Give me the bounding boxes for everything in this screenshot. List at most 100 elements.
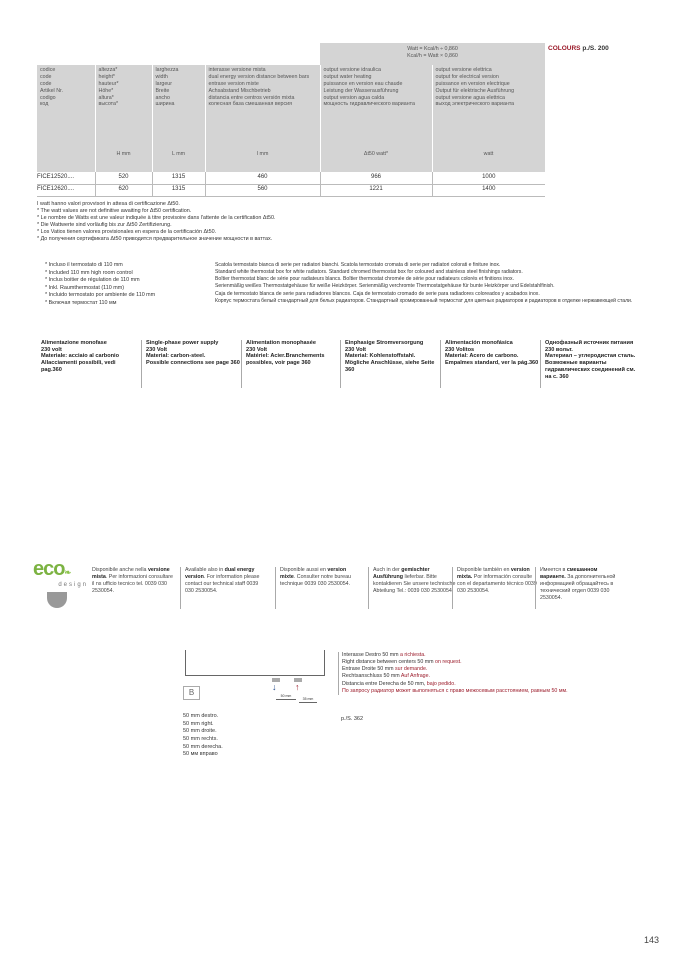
line-highlight: a richiesta. <box>400 652 426 658</box>
page-reference[interactable]: p./S. 362 <box>341 716 364 722</box>
right-distance-line: Right distance between centers 50 mm on … <box>342 659 568 666</box>
arrow-up-icon: ↑ <box>295 682 300 692</box>
right-distance-line: Interasse Destro 50 mm a richiesta. <box>342 652 568 659</box>
eco-logo-subtext: design <box>58 582 88 588</box>
power-supply-line: Matériel: Acier.Branchements possibles, … <box>246 353 325 367</box>
note-text: Por información consulte con el departam… <box>457 573 537 594</box>
footnote: I watt hanno valori provvisori in attesa… <box>37 201 180 207</box>
table-cell: 620 <box>95 184 153 197</box>
header-line: код <box>40 101 49 108</box>
thermostat-box-notes: Scatola termostato bianca di serie per r… <box>215 262 632 305</box>
dual-energy-note: Disponible aussi en version mixte. Consu… <box>275 567 363 609</box>
power-supply-line: Material: carbon-steel. <box>146 353 206 360</box>
right-50-note: 50 мм вправо <box>183 751 218 758</box>
note-bold: dual energy version <box>185 567 255 580</box>
header-line: altezza* <box>98 67 118 73</box>
header-line: output versione agua elettrica <box>435 94 506 101</box>
thermostat-included: * Incluso il termostato di 110 mm * Inclu… <box>45 262 155 307</box>
header-unit: Δt50 watt* <box>363 151 389 158</box>
right-distance-line: Distancia entre Derecha de 50 mm, bajo p… <box>342 681 568 688</box>
line-highlight: По запросу радиатор может выполняться с … <box>342 687 568 694</box>
power-supply-line: Alimentazione monofase <box>41 340 107 346</box>
header-line: output versione idraulica <box>323 67 381 73</box>
header-line: output version agua calda <box>323 94 385 101</box>
valve-left <box>272 678 280 682</box>
colours-reference[interactable]: COLOURS p./S. 200 <box>548 45 609 53</box>
header-line: dual energy version distance between bar… <box>208 73 310 80</box>
valve-right <box>294 678 302 682</box>
header-line: Leistung der Wasserausführung <box>323 87 399 94</box>
header-unit: I mm <box>256 151 269 158</box>
note-text: Auch in der <box>373 567 402 573</box>
header-line: выход электрического варианта <box>435 101 515 108</box>
table-cell: 1221 <box>320 184 433 197</box>
table-cell: 520 <box>95 172 153 185</box>
thermostat-note: * Included 110 mm high room control <box>45 269 133 276</box>
right-50mm-notes: 50 mm destro. 50 mm right. 50 mm droite. 50… <box>183 713 223 759</box>
line-text: Right distance between centers 50 mm <box>342 659 436 666</box>
note-text: Disponible aussi en <box>280 567 328 573</box>
dual-energy-note: Имеется в смешанном варианте. За дополни… <box>535 567 623 609</box>
header-line: высота* <box>98 101 119 108</box>
note-text: . For information please contact our tec… <box>185 573 260 594</box>
power-supply-line: Material: Acero de carbono. <box>445 353 519 360</box>
power-supply-line: Материал – углеродистая сталь. <box>545 353 636 360</box>
note-bold: versione mista <box>92 567 170 580</box>
thermostat-box-note: Caja de termostato blanca de serie para … <box>215 290 540 297</box>
table-cell: 1400 <box>432 184 545 197</box>
header-line: output for electrical version <box>435 73 499 80</box>
thermostat-box-note: Standard white thermostat box for white … <box>215 269 523 276</box>
right-distance-line: Entraxe Droite 50 mm sur demande. <box>342 666 568 673</box>
column-header: codice code code Artikel Nr. codigo код <box>37 65 96 172</box>
header-line: колесная база смешанная версия <box>208 101 292 108</box>
column-header: output versione idraulica output water he… <box>320 65 433 172</box>
power-supply-line: Einphasige Stromversorgung <box>345 340 424 346</box>
header-line: Breite <box>155 87 170 94</box>
header-unit: H mm <box>116 151 131 158</box>
column-header: larghezza width largeur Breite ancho ширина L … <box>152 65 206 172</box>
power-supply-line: Mögliche Anschlüsse, siehe Seite 360 <box>345 360 435 373</box>
power-supply-line: 230 Volt <box>146 346 168 353</box>
header-line: Output für elektrische Ausführung <box>435 87 515 94</box>
table-cell: 1315 <box>152 184 206 197</box>
header-line: largeur <box>155 80 173 87</box>
header-line: мощность гидравлического варианта <box>323 101 415 108</box>
table-cell: 1000 <box>432 172 545 185</box>
table-cell: FICE12620.... <box>37 184 96 197</box>
note-text: . Per informazioni consultare il ns uffi… <box>92 573 173 594</box>
line-text: Interasse Destro 50 mm <box>342 652 400 658</box>
power-supply-line: Materiale: acciaio al carbonio <box>41 353 120 360</box>
header-line: Achsabstand Mischbetrieb <box>208 87 271 94</box>
note-text: Имеется в <box>540 567 567 573</box>
power-supply-line: 230 volt <box>41 346 62 353</box>
note-text: Disponible también en <box>457 567 511 573</box>
line-text: Entraxe Droite 50 mm <box>342 666 395 673</box>
footnote: * Los Vatios tienen valores provisionale… <box>37 229 217 236</box>
note-bold: смешанном варианте. <box>540 567 598 580</box>
line-highlight: sur demande. <box>395 666 428 673</box>
header-line: puissance en version electrique <box>435 80 510 87</box>
thermostat-box-note: Boîtier thermostat blanc de série pour r… <box>215 276 514 283</box>
header-line: code <box>40 80 52 87</box>
power-supply-line: Single-phase power supply <box>146 340 219 346</box>
footnotes: I watt hanno valori provvisori in attesa… <box>37 201 275 243</box>
right-distance-line: По запросу радиатор может выполняться с … <box>342 688 568 695</box>
thermostat-note: * Incluso il termostato di 110 mm <box>45 262 123 268</box>
thermostat-box-note: Корпус термостата белый стандартный для … <box>215 297 633 304</box>
header-line: ancho <box>155 94 170 101</box>
table-cell: 1315 <box>152 172 206 185</box>
table-cell: FICE12520.... <box>37 172 96 185</box>
footnote: * До получения сертификата Δt50 приводит… <box>37 236 273 243</box>
table-row: FICE12520.... 520 1315 460 966 1000 <box>37 172 545 185</box>
note-text: Disponibile anche nella <box>92 567 148 573</box>
note-text: Available also in <box>185 567 225 573</box>
footnote: * Die Wattwerte sind vorläufig bis zur Δ… <box>37 222 172 229</box>
header-line: Höhe* <box>98 87 114 94</box>
power-supply-line: 230 Volt <box>345 346 367 353</box>
header-line: Artikel Nr. <box>40 87 63 94</box>
line-highlight: on request. <box>435 659 462 666</box>
eco-design-logo: eco❧ design <box>33 559 88 612</box>
header-line: puissance en version eau chaude <box>323 80 403 87</box>
note-bold: gemischter Ausführung <box>373 567 430 580</box>
conversion-line: Watt = Kcal/h ÷ 0,860 <box>407 46 458 52</box>
